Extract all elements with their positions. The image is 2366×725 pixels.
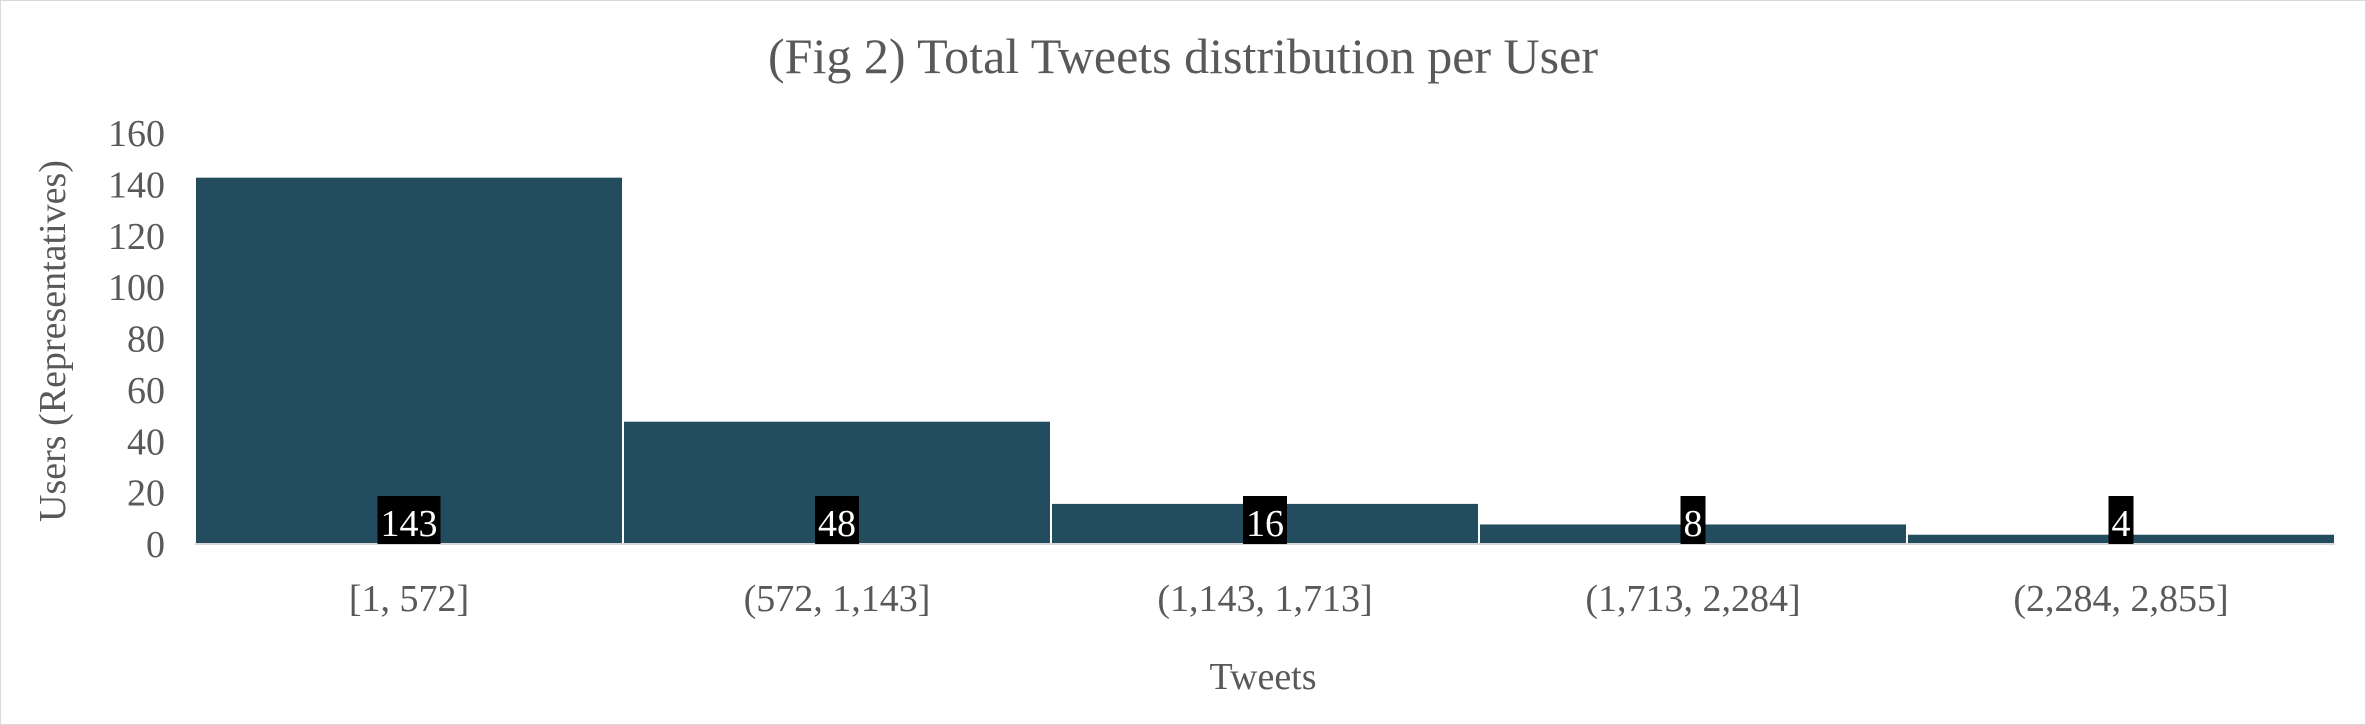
data-label: 16 [1243, 496, 1287, 545]
y-tick-label: 40 [127, 421, 165, 463]
bar [194, 175, 624, 545]
y-axis-title: Users (Representatives) [32, 160, 74, 522]
data-label: 143 [377, 496, 441, 545]
y-tick-label: 20 [127, 473, 165, 515]
y-tick-label: 0 [146, 524, 165, 566]
x-tick-label: (2,284, 2,855] [2013, 578, 2228, 620]
data-label-background [377, 496, 441, 544]
chart-title: (Fig 2) Total Tweets distribution per Us… [768, 28, 1598, 84]
y-tick-label: 80 [127, 319, 165, 361]
data-label-background [1680, 496, 1706, 544]
data-labels: 143 48 16 8 4 [377, 496, 2134, 545]
data-label-text: 48 [818, 503, 856, 545]
data-label: 48 [815, 496, 859, 545]
data-label-text: 143 [381, 503, 438, 545]
data-label: 8 [1680, 496, 1706, 545]
data-label-text: 4 [2112, 503, 2131, 545]
x-tick-label: (572, 1,143] [744, 578, 931, 620]
x-axis-ticks: [1, 572] (572, 1,143] (1,143, 1,713] (1,713… [349, 578, 2229, 620]
bars [194, 175, 2336, 546]
x-axis-title: Tweets [1209, 656, 1316, 698]
y-tick-label: 100 [108, 267, 165, 309]
y-tick-label: 60 [127, 370, 165, 412]
y-axis-ticks: 0 20 40 60 80 100 120 140 160 [108, 113, 165, 566]
x-tick-label: [1, 572] [349, 578, 469, 620]
y-tick-label: 120 [108, 216, 165, 258]
y-tick-label: 140 [108, 164, 165, 206]
data-label-text: 16 [1246, 503, 1284, 545]
x-tick-label: (1,143, 1,713] [1157, 578, 1372, 620]
data-label-background [815, 496, 859, 544]
data-label-background [1243, 496, 1287, 544]
y-tick-label: 160 [108, 113, 165, 155]
data-label: 4 [2108, 496, 2134, 545]
data-label-background [2108, 496, 2134, 544]
x-tick-label: (1,713, 2,284] [1585, 578, 1800, 620]
data-label-text: 8 [1684, 503, 1703, 545]
